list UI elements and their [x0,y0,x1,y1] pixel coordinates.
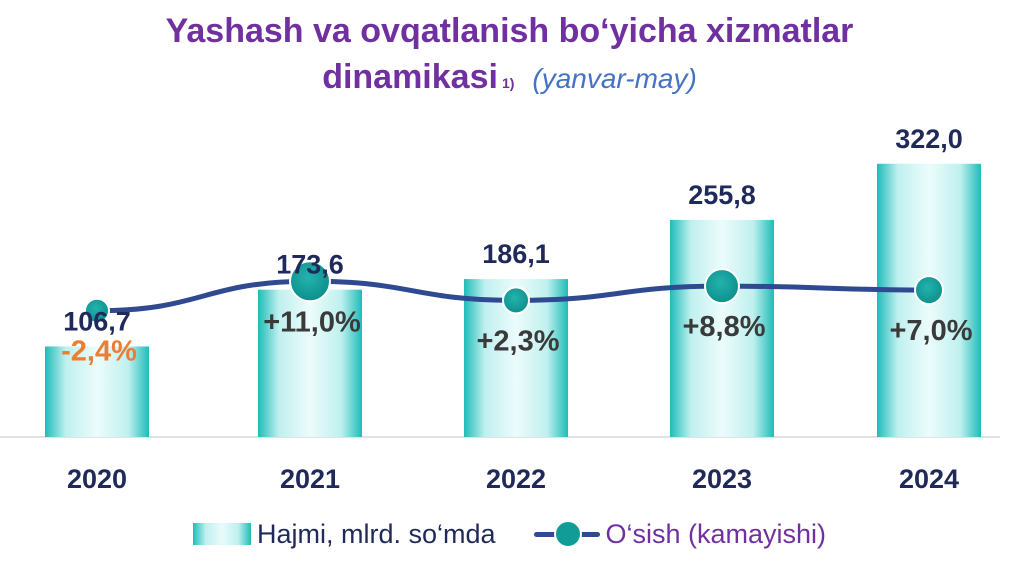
title-footnote-mark: 1) [501,75,515,91]
bar [45,346,149,437]
growth-value-label: +11,0% [263,306,361,338]
legend-label-volume: Hajmi, mlrd. so‘mda [256,519,496,549]
x-tick-label: 2024 [899,464,959,494]
growth-value-label: +8,8% [682,311,765,343]
bar-value-label: 255,8 [688,180,756,210]
chart-legend: Hajmi, mlrd. so‘mda O‘sish (kamayishi) [0,514,1019,554]
bar-value-label: 186,1 [482,239,550,269]
x-tick-label: 2021 [280,464,340,494]
bar-value-label: 106,7 [63,306,131,336]
growth-point [289,260,331,303]
legend-label-growth: O‘sish (kamayishi) [605,519,827,549]
labels-layer: 106,7 2020 173,6 2021 186,1 2022 255,8 2023 322,… [61,124,973,494]
growth-point [502,286,530,315]
x-tick-label: 2020 [67,464,127,494]
legend-line-swatch [533,519,600,549]
x-tick-label: 2022 [486,464,546,494]
line-layer [84,260,944,324]
x-tick-label: 2023 [692,464,752,494]
legend-bar-swatch [192,523,251,545]
bar-value-label: 173,6 [276,250,344,280]
bar [258,289,362,437]
growth-value-label: +2,3% [476,325,559,357]
growth-point [914,275,944,306]
chart-plot: 106,7 2020 173,6 2021 186,1 2022 255,8 2023 322,… [0,124,1000,494]
growth-value-label: +7,0% [889,315,972,347]
legend-item-volume: Hajmi, mlrd. so‘mda [192,514,496,554]
growth-value-label: -2,4% [61,336,137,368]
bars-layer [45,163,981,437]
growth-point [704,268,740,305]
chart-title-line2: dinamikasi [322,58,498,96]
bar [670,219,774,437]
growth-point [84,297,110,324]
chart-title: Yashash va ovqatlanish bo‘yicha xizmatla… [0,8,1019,102]
chart-title-line1: Yashash va ovqatlanish bo‘yicha xizmatla… [165,12,854,50]
chart-subtitle: (yanvar-may) [532,63,697,94]
bar-value-label: 322,0 [895,124,963,154]
legend-item-growth: O‘sish (kamayishi) [533,514,827,554]
